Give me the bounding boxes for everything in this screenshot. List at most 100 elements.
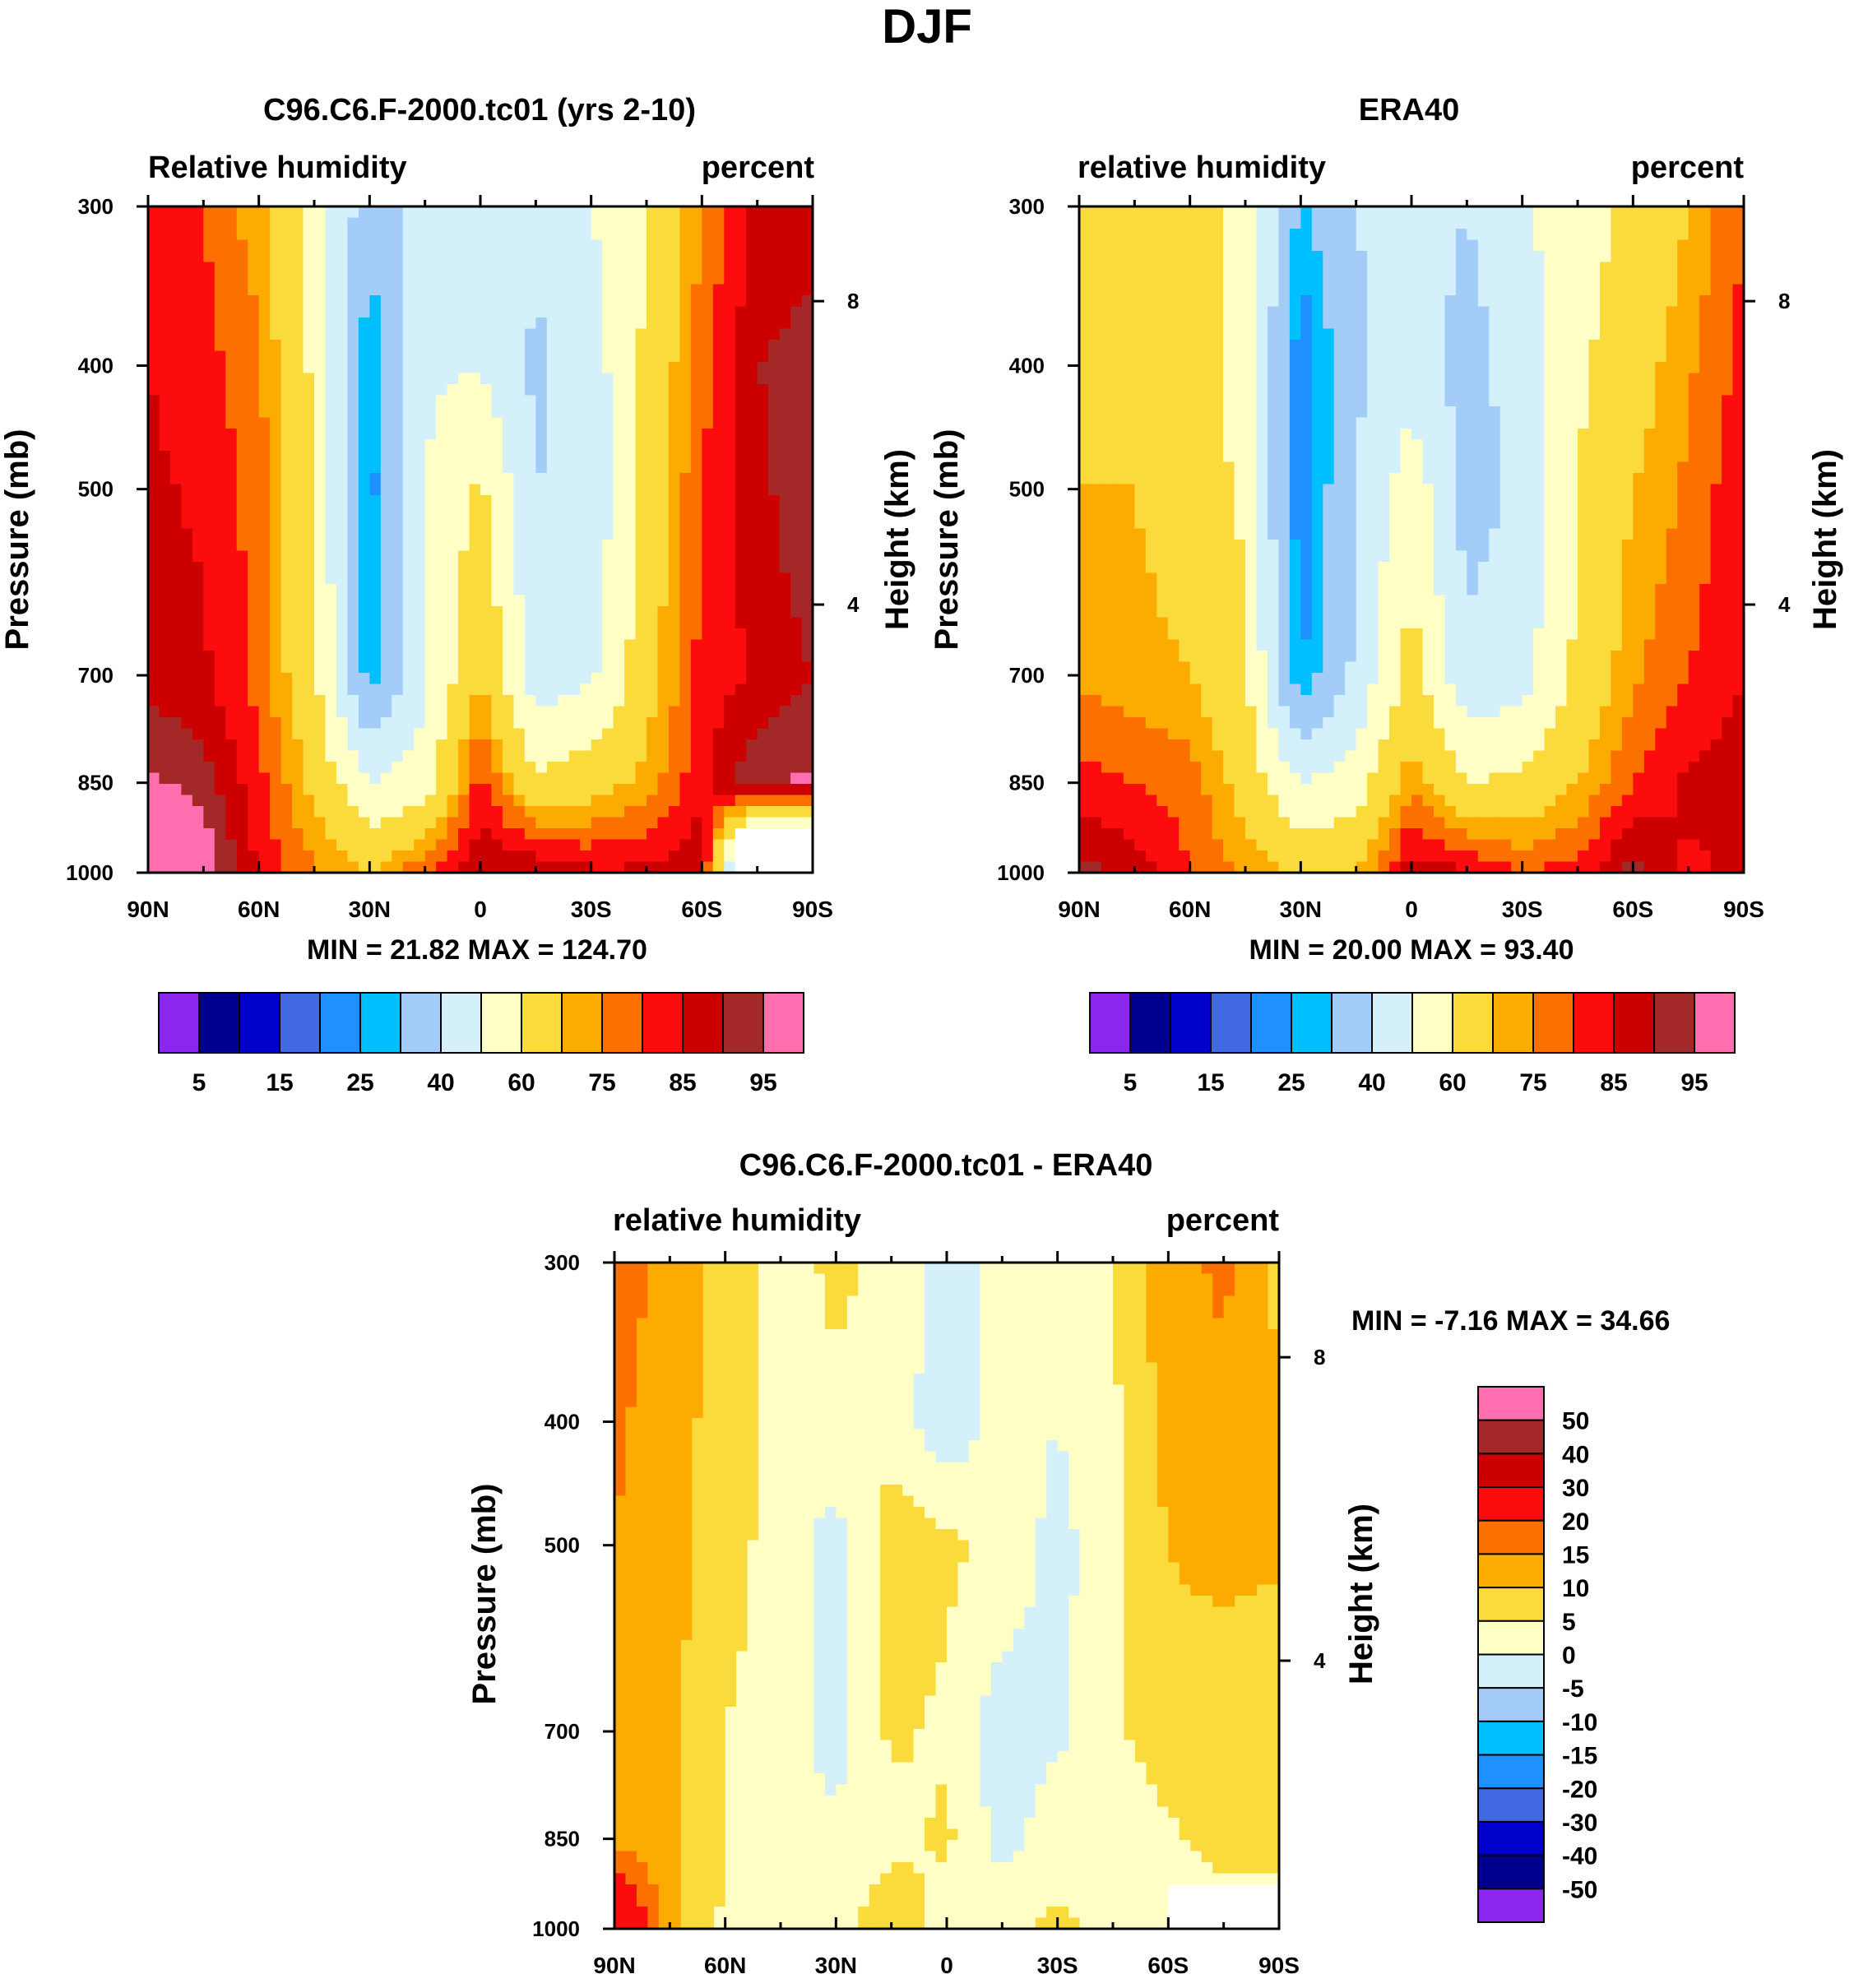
heatmap-cell (436, 528, 448, 540)
heatmap-cell (214, 572, 226, 585)
heatmap-cell (546, 284, 559, 296)
heatmap-cell (236, 661, 248, 674)
heatmap-cell (568, 517, 581, 530)
heatmap-cell (735, 750, 747, 762)
heatmap-cell (458, 506, 470, 518)
heatmap-cell (568, 439, 581, 452)
heatmap-cell (225, 661, 238, 674)
heatmap-cell (1621, 251, 1634, 263)
heatmap-cell (1311, 295, 1323, 308)
heatmap-cell (280, 317, 293, 330)
x-tick-label: 90N (127, 897, 169, 922)
heatmap-cell (1300, 362, 1313, 374)
heatmap-cell (314, 429, 327, 441)
heatmap-cell (270, 695, 282, 707)
heatmap-cell (414, 639, 426, 651)
heatmap-cell (458, 295, 470, 308)
heatmap-cell (325, 617, 337, 629)
y-tick-label: 400 (78, 354, 114, 378)
panel-model-left-label: Relative humidity (148, 151, 407, 185)
heatmap-cell (270, 217, 282, 229)
heatmap-cell (502, 550, 514, 563)
heatmap-cell (380, 839, 392, 851)
heatmap-cell (635, 595, 647, 607)
heatmap-cell (591, 706, 603, 718)
heatmap-cell (790, 340, 803, 352)
heatmap-cell (602, 406, 614, 419)
heatmap-cell (424, 340, 437, 352)
heatmap-cell (447, 762, 459, 774)
heatmap-cell (1621, 373, 1634, 385)
heatmap-cell (303, 795, 315, 807)
heatmap-cell (1212, 284, 1224, 296)
heatmap-cell (480, 473, 493, 485)
heatmap-cell (647, 517, 659, 530)
heatmap-cell (647, 362, 659, 374)
heatmap-cell (1455, 362, 1467, 374)
heatmap-cell (558, 739, 570, 752)
heatmap-cell (1278, 306, 1291, 318)
heatmap-cell (724, 439, 736, 452)
heatmap-cell (668, 795, 680, 807)
heatmap-cell (513, 350, 526, 363)
heatmap-cell (436, 373, 448, 385)
heatmap-cell (524, 273, 536, 285)
heatmap-cell (1599, 429, 1611, 441)
heatmap-cell (148, 673, 160, 685)
heatmap-cell (181, 839, 193, 851)
heatmap-cell (647, 350, 659, 363)
heatmap-cell (1555, 429, 1568, 441)
heatmap-cell (148, 684, 160, 696)
heatmap-cell (1189, 295, 1202, 308)
heatmap-cell (458, 684, 470, 696)
heatmap-cell (258, 717, 271, 730)
heatmap-cell (480, 739, 493, 752)
heatmap-cell (402, 251, 415, 263)
heatmap-cell (790, 795, 803, 807)
heatmap-cell (369, 317, 382, 330)
heatmap-cell (1688, 406, 1700, 419)
heatmap-cell (735, 684, 747, 696)
height-tick-label: 8 (847, 289, 859, 313)
heatmap-cell (380, 572, 392, 585)
heatmap-cell (779, 795, 791, 807)
heatmap-cell (236, 739, 248, 752)
heatmap-cell (236, 340, 248, 352)
heatmap-cell (1655, 340, 1667, 352)
heatmap-cell (502, 384, 514, 396)
heatmap-cell (203, 739, 216, 752)
heatmap-cell (1134, 306, 1147, 318)
heatmap-cell (1477, 317, 1490, 330)
heatmap-cell (712, 528, 725, 540)
heatmap-cell (414, 384, 426, 396)
heatmap-cell (757, 595, 769, 607)
heatmap-cell (702, 628, 714, 641)
heatmap-cell (203, 762, 216, 774)
heatmap-cell (314, 651, 327, 663)
heatmap-cell (779, 528, 791, 540)
heatmap-cell (1101, 384, 1113, 396)
heatmap-cell (236, 861, 248, 874)
heatmap-cell (169, 850, 182, 863)
heatmap-cell (1300, 429, 1313, 441)
heatmap-cell (702, 750, 714, 762)
heatmap-cell (1267, 306, 1279, 318)
heatmap-cell (314, 617, 327, 629)
heatmap-cell (647, 651, 659, 663)
heatmap-cell (1223, 395, 1235, 407)
heatmap-cell (546, 695, 559, 707)
heatmap-cell (712, 217, 725, 229)
heatmap-cell (447, 817, 459, 829)
heatmap-cell (469, 706, 481, 718)
heatmap-cell (402, 572, 415, 585)
masked-cell (768, 839, 781, 851)
heatmap-cell (746, 406, 758, 419)
heatmap-cell (214, 217, 226, 229)
heatmap-cell (790, 562, 803, 574)
heatmap-cell (214, 628, 226, 641)
heatmap-cell (258, 839, 271, 851)
heatmap-cell (469, 695, 481, 707)
heatmap-cell (668, 217, 680, 229)
heatmap-cell (679, 706, 692, 718)
